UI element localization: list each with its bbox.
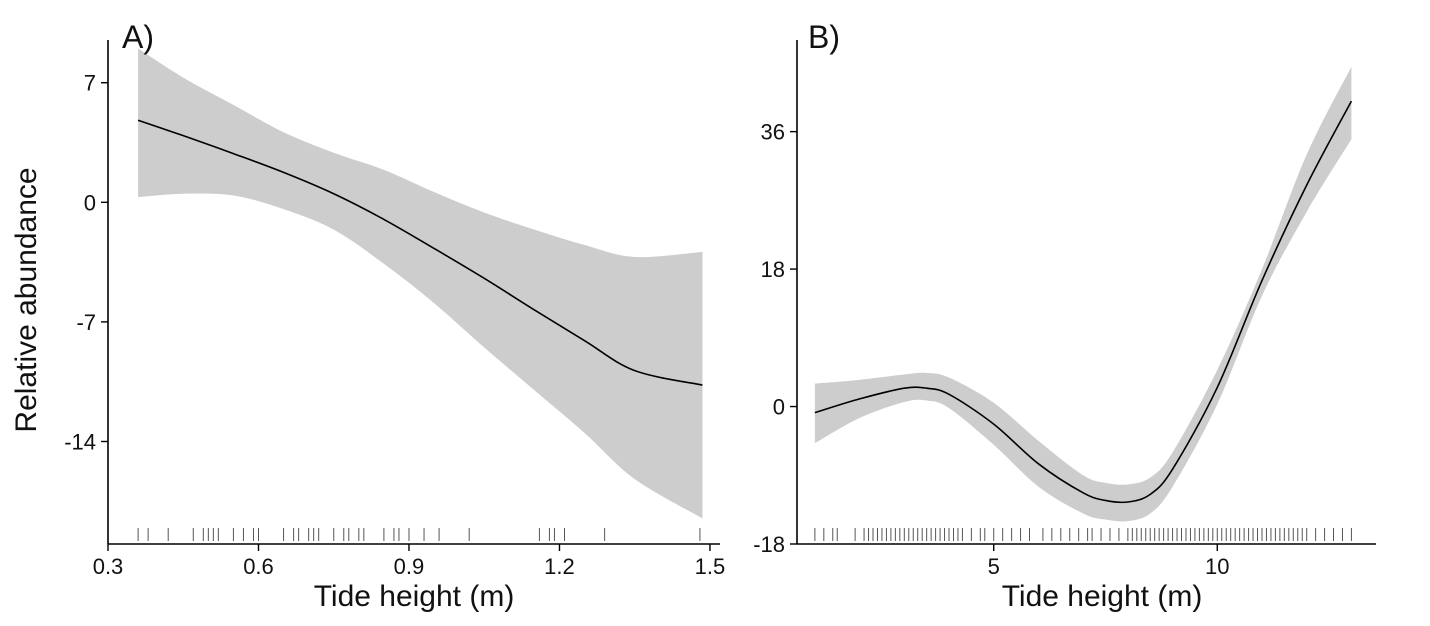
x-tick-label: 1.2 <box>544 554 575 579</box>
panel-a-x-axis-title: Tide height (m) <box>314 580 515 613</box>
rug-marks-a <box>137 528 701 541</box>
panel-b-x-axis-title: Tide height (m) <box>1002 580 1203 613</box>
rug-marks-b <box>814 528 1352 541</box>
panel-a-label: A) <box>122 19 154 55</box>
fitted-line-b <box>814 100 1353 504</box>
x-tick-label: 5 <box>988 554 1000 579</box>
panel-b: 5 10 36 18 0 -18 B) Tide height (m) <box>753 19 1376 613</box>
fitted-line-a <box>137 119 703 386</box>
panel-b-label: B) <box>808 19 840 55</box>
x-tick-label: 0.6 <box>243 554 274 579</box>
confidence-band-a <box>138 48 703 519</box>
y-tick-label: 36 <box>761 120 785 145</box>
y-tick-label: 7 <box>84 71 96 96</box>
panel-a: 0.3 0.6 0.9 1.2 1.5 7 0 -7 -14 A) Tide height (m… <box>64 19 725 613</box>
shared-y-axis-title: Relative abundance <box>10 167 43 432</box>
x-tick-label: 1.5 <box>695 554 726 579</box>
y-tick-label: -18 <box>753 532 785 557</box>
y-tick-label: -14 <box>64 429 96 454</box>
x-tick-label: 0.9 <box>394 554 425 579</box>
y-tick-label: 0 <box>773 395 785 420</box>
y-tick-label: 18 <box>761 257 785 282</box>
x-tick-label: 10 <box>1205 554 1229 579</box>
y-tick-label: 0 <box>84 190 96 215</box>
y-tick-label: -7 <box>76 310 96 335</box>
x-tick-label: 0.3 <box>93 554 124 579</box>
confidence-band-b <box>814 66 1352 522</box>
